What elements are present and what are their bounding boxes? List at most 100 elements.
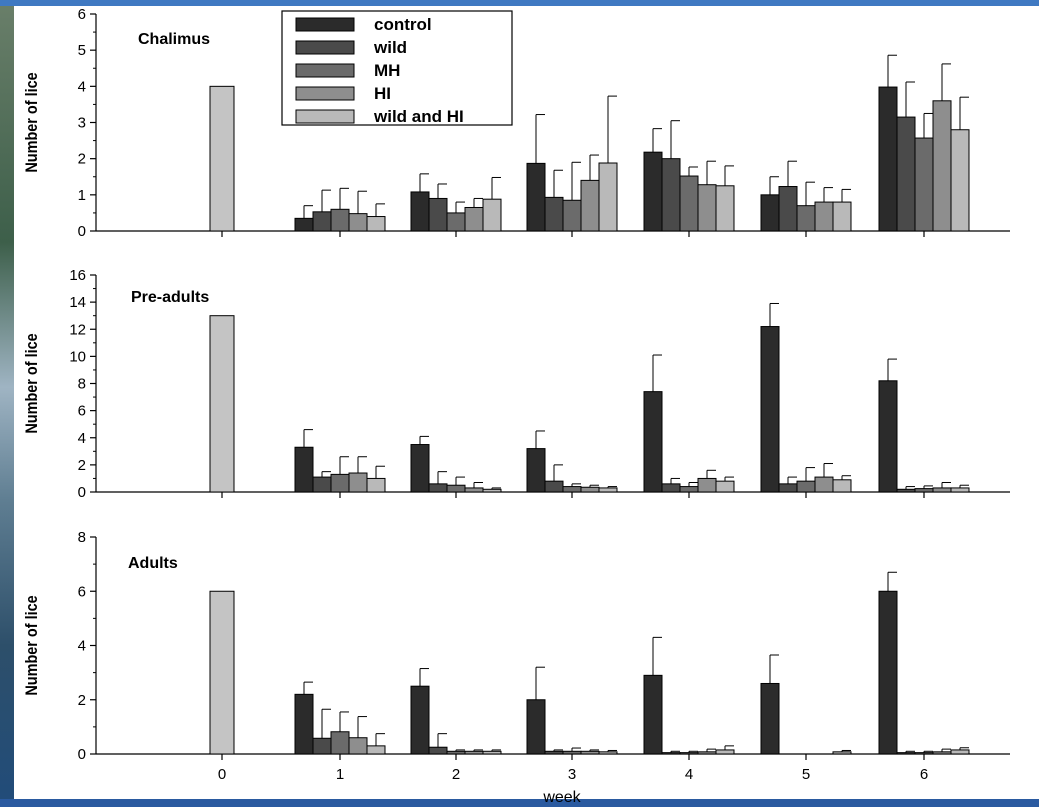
y-tick-label: 16 (69, 267, 86, 284)
y-tick-label: 6 (78, 403, 86, 420)
chart-panel (14, 6, 1039, 799)
y-tick-label: 3 (78, 115, 86, 132)
bar-hi-week-1 (348, 213, 368, 232)
y-tick-label: 2 (78, 151, 86, 168)
bar-mh-week-3 (562, 199, 582, 232)
y-tick-label: 0 (78, 484, 86, 501)
bar-control-week-5 (760, 326, 780, 493)
x-tick-label: 3 (568, 766, 576, 783)
bar-mh-week-4 (679, 752, 699, 755)
y-tick-label: 14 (69, 294, 86, 311)
bar-wild-and-hi-week-1 (366, 477, 386, 493)
y-tick-label: 0 (78, 746, 86, 763)
bar-wild-week-6 (896, 488, 916, 493)
y-tick-label: 4 (78, 430, 86, 447)
y-tick-label: 6 (78, 583, 86, 600)
panel-title: Chalimus (138, 31, 210, 48)
bar-wild-and-hi-week-1 (366, 745, 386, 755)
bar-control-week-6 (878, 590, 898, 755)
bar-wild-and-hi-week-5 (832, 201, 852, 232)
bar-hi-week-3 (580, 750, 600, 755)
y-tick-label: 12 (69, 321, 86, 338)
bar-wild-and-hi-week-5 (832, 751, 852, 755)
panel-title: Pre-adults (131, 289, 209, 306)
bar-wild-and-hi-week-6 (950, 129, 970, 232)
bar-control-week-6 (878, 380, 898, 493)
bar-wild-and-hi-week-4 (715, 480, 735, 493)
x-tick-label: 2 (452, 766, 460, 783)
legend-swatch (295, 17, 355, 32)
y-axis-label: Number of lice (23, 72, 41, 173)
legend-swatch (295, 40, 355, 55)
bar-mh-week-5 (796, 205, 816, 232)
y-tick-label: 0 (78, 223, 86, 240)
bar-wild-and-hi-week-5 (832, 479, 852, 493)
legend-swatch (295, 86, 355, 101)
bar-mh-week-2 (446, 484, 466, 493)
top-border (0, 0, 1039, 6)
bar-control-week-2 (410, 191, 430, 232)
y-tick-label: 8 (78, 529, 86, 546)
y-tick-label: 6 (78, 6, 86, 23)
bar-wild-and-hi-week-2 (482, 488, 502, 493)
bar-hi-week-4 (697, 184, 717, 232)
x-axis-label: week (542, 789, 581, 806)
bar-control-week-1 (294, 217, 314, 232)
x-tick-label: 4 (685, 766, 693, 783)
bar-wild-week-4 (661, 158, 681, 232)
bar-hi-week-1 (348, 472, 368, 493)
bar-hi-week-1 (348, 737, 368, 755)
bar-hi-week-5 (814, 201, 834, 232)
bar-mh-week-3 (562, 486, 582, 493)
bar-wild-and-hi-week-6 (950, 749, 970, 755)
legend-entry: wild (373, 38, 407, 57)
bar-wild-week-1 (312, 211, 332, 232)
bar-wild-and-hi-week-3 (598, 751, 618, 755)
bar-hi-week-6 (932, 487, 952, 493)
bar-wild-and-hi-week-4 (715, 749, 735, 755)
bar-control-week-1 (294, 446, 314, 493)
bar-mh-week-6 (914, 137, 934, 232)
bar-wild-and-hi-week-4 (715, 185, 735, 232)
bar-wild-week-6 (896, 116, 916, 232)
bar-wild-and-hi-week-2 (482, 750, 502, 755)
bar-mh-week-6 (914, 752, 934, 755)
x-tick-label: 1 (336, 766, 344, 783)
bar-wild-and-hi-week-1 (366, 216, 386, 232)
legend-entry: HI (374, 84, 391, 103)
bar-hi-week-4 (697, 751, 717, 755)
bar-mh-week-6 (914, 488, 934, 493)
bar-control-week-1 (294, 693, 314, 755)
legend-entry: control (374, 15, 432, 34)
bar-week-0 (209, 590, 235, 755)
bar-wild-and-hi-week-3 (598, 487, 618, 493)
bar-wild-and-hi-week-2 (482, 198, 502, 232)
y-tick-label: 2 (78, 692, 86, 709)
bar-mh-week-1 (330, 731, 350, 755)
bar-mh-week-5 (796, 480, 816, 493)
bar-control-week-4 (643, 151, 663, 232)
y-tick-label: 4 (78, 78, 86, 95)
bar-mh-week-1 (330, 473, 350, 493)
bar-wild-week-1 (312, 737, 332, 755)
x-tick-label: 5 (802, 766, 810, 783)
x-tick-label: 0 (218, 766, 226, 783)
y-tick-label: 1 (78, 187, 86, 204)
bar-wild-and-hi-week-3 (598, 162, 618, 232)
bar-control-week-2 (410, 444, 430, 493)
bar-hi-week-3 (580, 179, 600, 232)
bar-hi-week-5 (814, 476, 834, 493)
legend-entry: wild and HI (373, 107, 464, 126)
bar-hi-week-2 (464, 750, 484, 755)
legend-swatch (295, 63, 355, 78)
bar-control-week-3 (526, 699, 546, 755)
y-tick-label: 5 (78, 42, 86, 59)
bar-wild-week-1 (312, 476, 332, 493)
bar-control-week-2 (410, 685, 430, 755)
bar-wild-week-2 (428, 483, 448, 493)
legend-swatch (295, 109, 355, 124)
bar-wild-week-2 (428, 197, 448, 232)
legend-entry: MH (374, 61, 400, 80)
bar-hi-week-6 (932, 751, 952, 755)
